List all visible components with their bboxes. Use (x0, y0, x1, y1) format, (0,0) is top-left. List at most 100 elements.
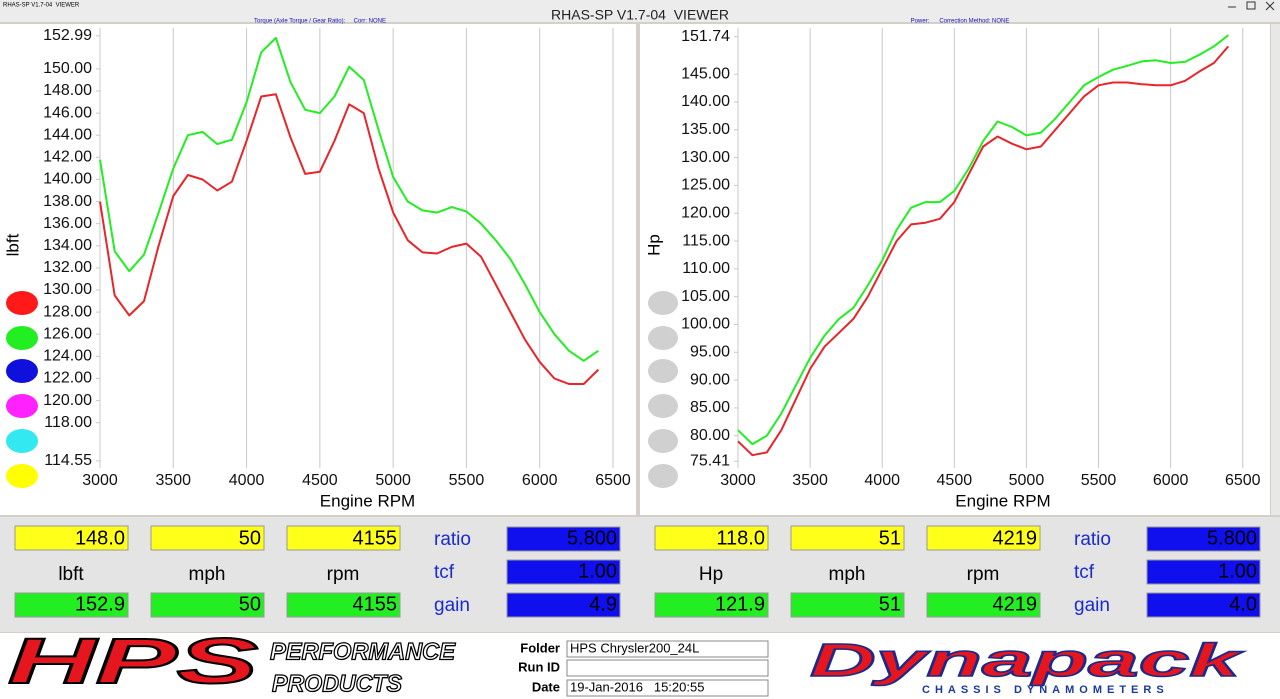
x-tick-label: 6000 (1153, 472, 1189, 489)
y-tick-label: 122.00 (43, 370, 92, 387)
param-box (506, 592, 621, 618)
value-box (14, 592, 129, 618)
y-tick-label: 130.00 (43, 281, 92, 298)
value: 118.0 (716, 527, 765, 549)
param-value: 5.800 (567, 527, 617, 549)
value-box (150, 592, 265, 618)
x-tick-label: 4500 (302, 472, 338, 489)
param-value: 4.0 (1229, 593, 1257, 615)
y-tick-label: 134.00 (43, 237, 92, 254)
legend-dot[interactable] (648, 394, 678, 418)
x-tick-label: 6500 (595, 472, 631, 489)
param-label: gain (1074, 595, 1110, 616)
param-label: ratio (434, 529, 471, 550)
x-tick-label: 3000 (720, 472, 756, 489)
y-tick-label: 140.00 (681, 93, 730, 110)
field-box (566, 640, 769, 658)
legend-dots (6, 291, 678, 488)
y-tick-label: 150.00 (43, 60, 92, 77)
unit-label: mph (829, 564, 866, 585)
param-box (1146, 559, 1261, 585)
value-box (654, 592, 769, 618)
field-label: Folder (520, 640, 560, 655)
legend-dot[interactable] (648, 291, 678, 315)
value-box (790, 525, 905, 551)
x-tick-label: 4500 (937, 472, 973, 489)
scrollbar[interactable] (1271, 24, 1280, 515)
x-tick-label: 5500 (1081, 472, 1117, 489)
y-tick-label: 95.00 (690, 344, 730, 361)
y-tick-label: 120.00 (681, 204, 730, 221)
legend-dot[interactable] (648, 326, 678, 350)
value-box (286, 525, 401, 551)
x-tick-label: 4000 (864, 472, 900, 489)
y-tick-label: 128.00 (43, 303, 92, 320)
legend-dot[interactable] (6, 326, 38, 350)
unit-label: mph (189, 564, 226, 585)
x-axis-label: Engine RPM (320, 491, 415, 510)
param-label: tcf (1074, 562, 1095, 583)
value: 148.0 (75, 527, 125, 549)
unit-label: Hp (699, 564, 723, 585)
y-tick-label: 151.74 (681, 28, 730, 45)
y-tick-label: 115.00 (682, 232, 730, 249)
y-tick-label: 105.00 (681, 288, 730, 305)
y-tick-label: 124.00 (43, 348, 92, 365)
value: 51 (879, 593, 901, 615)
param-box (506, 526, 621, 552)
x-tick-label: 3500 (792, 472, 828, 489)
series-line (99, 36, 599, 362)
y-tick-label: 125.00 (681, 177, 730, 194)
value-box (926, 525, 1041, 551)
param-box (1146, 526, 1261, 552)
y-axis-label: lbft (3, 233, 22, 256)
y-tick-label: 144.00 (43, 126, 92, 143)
value: 4219 (993, 527, 1038, 549)
close[interactable] (1265, 1, 1275, 11)
param-box (506, 559, 621, 585)
chart-panel (0, 24, 636, 515)
x-tick-label: 3000 (82, 472, 118, 489)
y-tick-label: 138.00 (43, 193, 92, 210)
y-tick-label: 132.00 (43, 259, 92, 276)
title-bar (0, 0, 1280, 22)
chart-panel (640, 24, 1270, 515)
value-box (14, 525, 129, 551)
legend-dot[interactable] (6, 394, 38, 418)
y-tick-label: 90.00 (690, 371, 730, 388)
param-box (1146, 592, 1261, 618)
legend-dot[interactable] (6, 464, 38, 488)
value-box (926, 592, 1041, 618)
value: 4219 (993, 593, 1038, 615)
y-tick-label: 75.41 (690, 452, 730, 469)
legend-dot[interactable] (648, 429, 678, 453)
legend-dot[interactable] (6, 291, 38, 315)
y-tick-label: 130.00 (681, 149, 730, 166)
value-box (654, 525, 769, 551)
y-tick-label: 148.00 (43, 82, 92, 99)
legend-dot[interactable] (648, 359, 678, 383)
y-tick-label: 80.00 (690, 427, 730, 444)
value: 50 (239, 593, 261, 615)
window-controls[interactable] (1228, 1, 1275, 11)
legend-dot[interactable] (648, 464, 678, 488)
y-tick-label: 146.00 (43, 104, 92, 121)
x-tick-label: 5000 (375, 472, 411, 489)
value-box (286, 592, 401, 618)
maximize[interactable] (1246, 1, 1256, 10)
x-tick-label: 6000 (522, 472, 558, 489)
chart-subtitle: Torque (Axle Torque / Gear Ratio): Corr:… (254, 19, 386, 25)
value: 152.9 (75, 593, 125, 615)
series-line (737, 45, 1230, 457)
value: 51 (879, 527, 901, 549)
field-box (566, 659, 769, 677)
brand-line: PRODUCTS (272, 670, 402, 697)
legend-dot[interactable] (6, 359, 38, 383)
legend-dot[interactable] (6, 429, 38, 453)
unit-label: lbft (58, 564, 84, 585)
value: 50 (239, 527, 261, 549)
field-box (566, 679, 769, 697)
y-axis-label: Hp (644, 234, 663, 256)
unit-label: rpm (327, 564, 360, 585)
